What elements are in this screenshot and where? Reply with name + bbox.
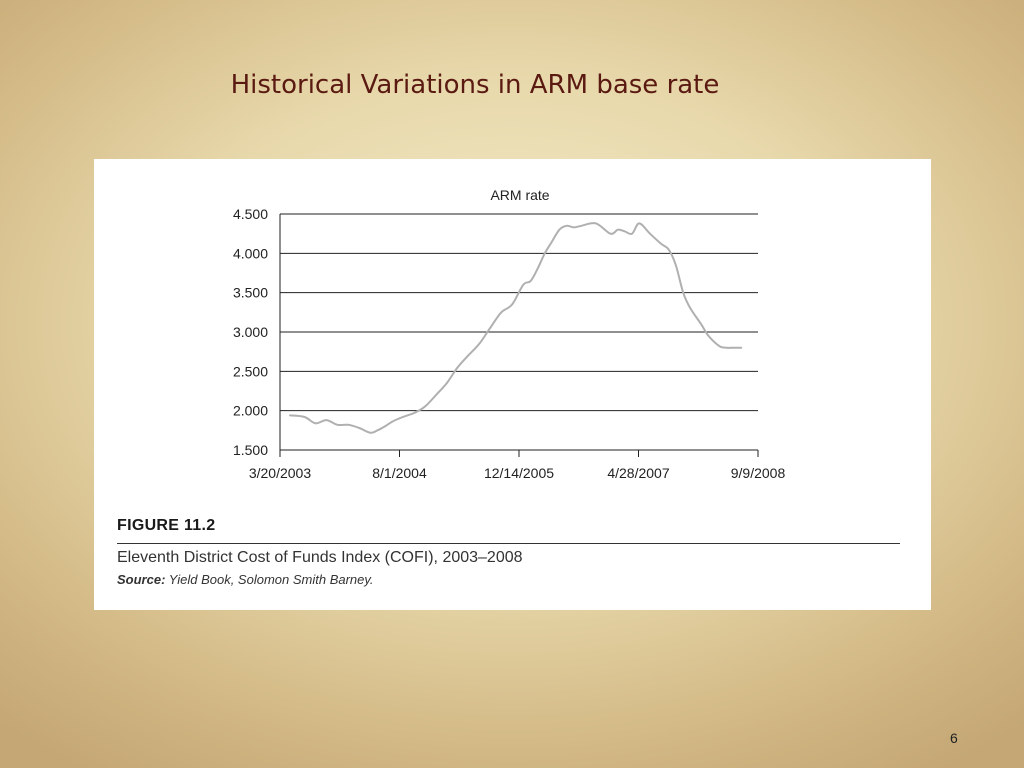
figure-source: Source: Yield Book, Solomon Smith Barney…: [117, 572, 374, 587]
page-number: 6: [950, 730, 958, 746]
x-tick-label: 4/28/2007: [607, 465, 669, 481]
series-line: [289, 222, 743, 434]
figure-label: FIGURE 11.2: [117, 517, 216, 534]
x-tick-label: 3/20/2003: [249, 465, 311, 481]
x-tick-label: 12/14/2005: [484, 465, 554, 481]
y-tick-label: 3.500: [233, 285, 268, 301]
y-tick-label: 4.000: [233, 245, 268, 261]
y-tick-label: 2.500: [233, 363, 268, 379]
chart-title: ARM rate: [490, 187, 549, 203]
source-label: Source:: [117, 572, 166, 587]
x-tick-label: 9/9/2008: [731, 465, 786, 481]
figure-caption: Eleventh District Cost of Funds Index (C…: [117, 549, 523, 566]
x-tick-label: 8/1/2004: [372, 465, 427, 481]
x-axis: 3/20/2003 8/1/2004 12/14/2005 4/28/2007 9/9/…: [249, 449, 786, 481]
slide-title: Historical Variations in ARM base rate: [230, 70, 720, 100]
y-axis-ticks: 4.500 4.000 3.500 3.000 2.500 2.000 1.500: [233, 206, 281, 458]
source-text: Yield Book, Solomon Smith Barney.: [168, 572, 374, 587]
y-tick-label: 1.500: [233, 442, 268, 458]
figure-divider: [117, 543, 900, 544]
arm-rate-chart: ARM rate 4.500 4.000 3.500 3.000 2.500 2.000 1…: [233, 187, 786, 481]
gridlines: [280, 213, 758, 412]
figure-panel: ARM rate 4.500 4.000 3.500 3.000 2.500 2.000 1…: [94, 159, 931, 610]
y-tick-label: 3.000: [233, 324, 268, 340]
y-tick-label: 4.500: [233, 206, 268, 222]
y-tick-label: 2.000: [233, 403, 268, 419]
